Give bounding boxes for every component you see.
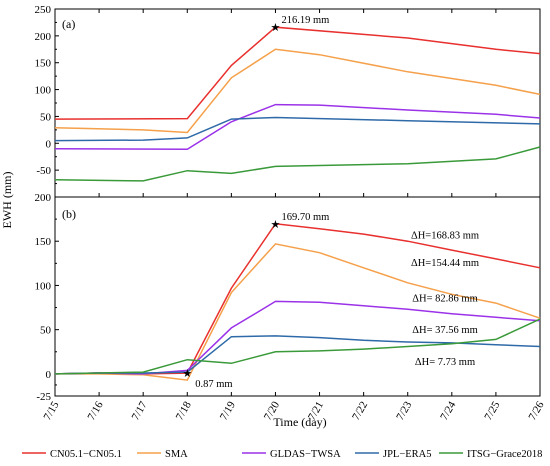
y-tick-label: 250 [35,4,52,16]
legend: CN05.1−CN05.1 SMA GLDAS−TWSA JPL−ERA5 ITSG−G… [22,449,542,460]
y-tick-label: 100 [35,280,52,292]
legend-entry: GLDAS−TWSA [270,449,341,460]
delta-h-annotation: ΔH= 82.86 mm [412,293,477,304]
x-tick-label: 7/16 [86,399,106,422]
series-line-cn05-1-cn05-1 [54,26,541,120]
delta-h-annotation: ΔH= 7.73 mm [415,357,475,368]
peak-marker: ★ [271,22,281,34]
series-line-itsg-grace2018 [54,318,541,375]
peak-marker: ★ [271,219,281,231]
plot-frame [54,8,541,198]
series-line-sma [55,243,541,381]
y-tick-label: 200 [35,31,52,43]
x-tick-label: 7/19 [218,399,238,422]
panel-label: (a) [62,17,75,31]
legend-entry: SMA [165,449,188,460]
x-tick-label: 7/26 [526,399,546,422]
value-annotation: 216.19 mm [281,15,329,26]
x-tick-label: 7/24 [438,399,458,422]
delta-h-annotation: ΔH= 37.56 mm [412,325,477,336]
series-line-gldas-twsa [54,300,541,375]
delta-h-annotation: ΔH=168.83 mm [411,231,479,242]
x-axis-label: Time (day) [273,415,326,429]
y-tick-label: 0 [46,138,52,150]
value-annotation: 169.70 mm [281,212,329,223]
panel-label: (b) [62,207,76,221]
series-line-sma [54,48,541,134]
x-tick-label: 7/17 [130,399,150,422]
series-line-gldas-twsa [54,103,541,150]
y-tick-label: 200 [35,192,52,204]
y-tick-label: -25 [36,391,51,403]
legend-entry: JPL−ERA5 [383,449,432,460]
legend-entry: CN05.1−CN05.1 [50,449,122,460]
y-tick-label: 100 [35,85,52,97]
y-tick-label: 50 [40,325,52,337]
series-line-itsg-grace2018 [54,146,541,182]
y-tick-label: 150 [35,58,52,70]
y-tick-label: 0 [46,369,52,381]
x-tick-label: 7/22 [350,400,370,423]
legend-entry: ITSG−Grace2018 [467,449,542,460]
x-tick-label: 7/23 [394,399,414,422]
series-line-jpl-era5 [54,116,541,142]
y-axis-label: EWH (mm) [0,172,14,229]
delta-h-annotation: ΔH=154.44 mm [411,258,479,269]
x-tick-label: 7/18 [174,399,194,422]
y-tick-label: 50 [40,111,52,123]
x-tick-label: 7/25 [482,399,502,422]
y-tick-label: 150 [35,236,52,248]
panel-a: -50 0 50 100 150 200 250 (a) ★216.19 mm [35,4,541,198]
peak-marker: ★ [182,368,192,380]
plot-frame [54,196,541,397]
value-annotation: 0.87 mm [195,379,232,390]
y-tick-label: -50 [36,165,51,177]
